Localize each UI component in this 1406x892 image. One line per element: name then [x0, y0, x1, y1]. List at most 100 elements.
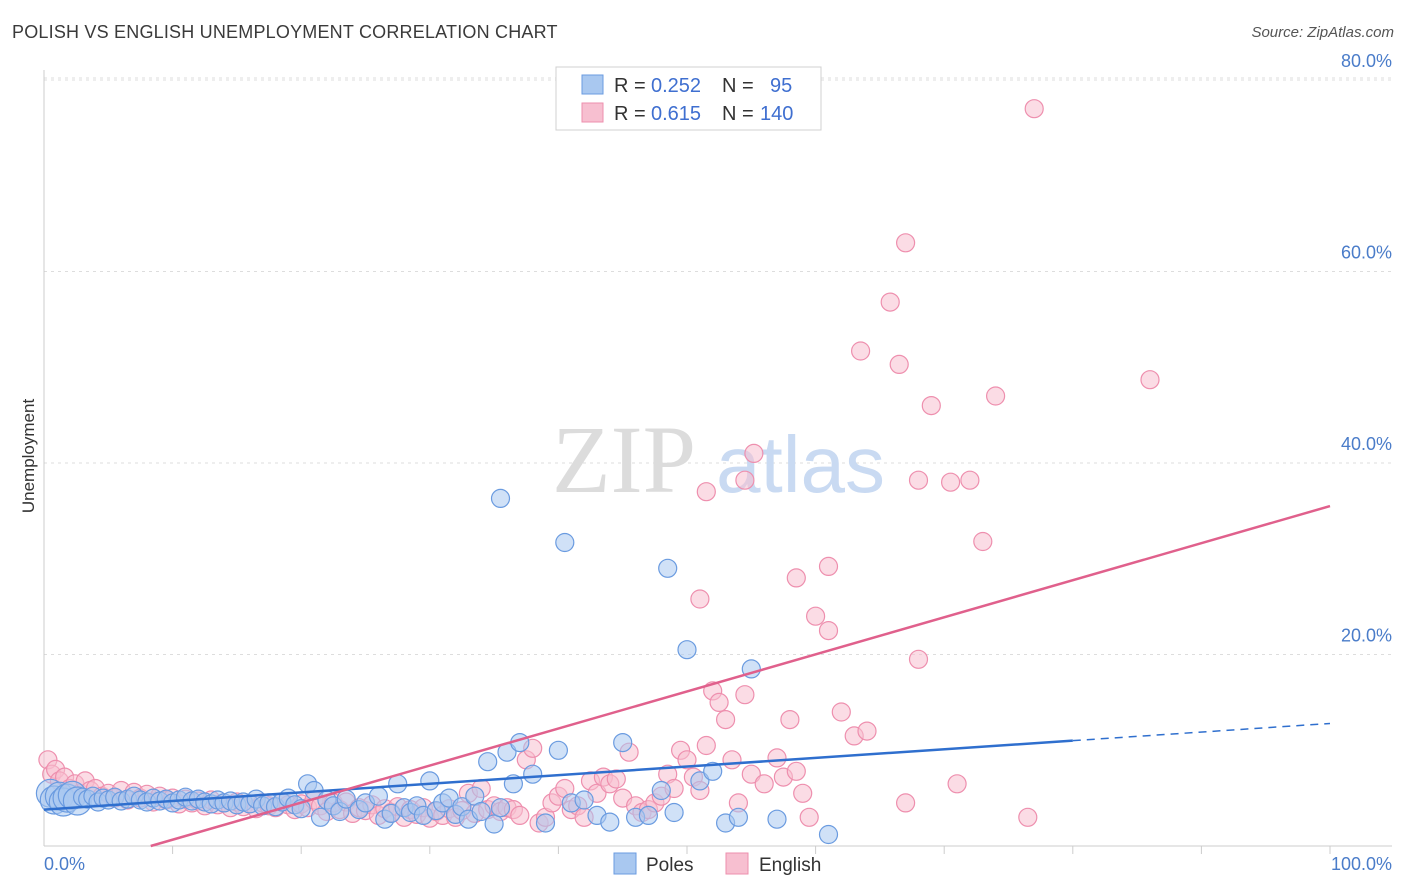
data-point: [703, 761, 723, 781]
watermark-atlas: atlas: [716, 420, 885, 509]
trend-line-english: [150, 504, 1331, 848]
y-tick-label: 20.0%: [1341, 626, 1392, 646]
data-point: [818, 824, 839, 845]
data-point: [690, 589, 710, 609]
data-point: [548, 740, 569, 760]
data-point: [638, 805, 659, 826]
data-point: [744, 443, 764, 463]
data-point: [510, 805, 530, 826]
data-point: [677, 640, 697, 660]
series-legend-label-poles: Poles: [646, 855, 694, 876]
data-point: [793, 783, 813, 803]
stats-r-value-english: 0.615: [651, 103, 701, 125]
data-point: [850, 341, 871, 361]
data-point: [696, 735, 716, 756]
data-point: [677, 750, 697, 770]
data-point: [735, 685, 755, 705]
data-point: [523, 764, 543, 784]
watermark-zip: ZIP: [552, 406, 696, 513]
data-point: [664, 802, 684, 823]
stats-n-value-english: 140: [760, 103, 793, 125]
data-point: [471, 801, 491, 822]
data-point: [921, 396, 941, 416]
y-tick-labels: 20.0% 40.0% 60.0% 80.0%: [1341, 51, 1392, 646]
trend-line-poles-extension: [1072, 722, 1331, 742]
data-point: [940, 472, 961, 492]
stats-r-label-poles: R =: [614, 75, 646, 97]
data-point: [484, 814, 504, 834]
data-point: [908, 649, 929, 669]
data-point: [889, 354, 909, 374]
data-point: [880, 292, 900, 312]
data-point: [831, 702, 851, 722]
series-legend-label-english: English: [759, 855, 821, 876]
y-axis-title: Unemployment: [19, 399, 38, 514]
data-point: [574, 790, 594, 810]
data-point: [728, 807, 749, 827]
series-legend-swatch-english: [725, 852, 749, 875]
data-point: [715, 709, 736, 730]
series-legend-swatch-poles: [613, 852, 637, 875]
data-point: [780, 709, 800, 730]
data-point: [960, 470, 980, 490]
data-point: [690, 771, 710, 791]
data-point: [908, 470, 929, 490]
data-point: [606, 769, 626, 789]
poles-points: [35, 488, 839, 845]
data-point: [985, 386, 1006, 406]
axes: [43, 70, 1392, 847]
data-point: [535, 813, 556, 833]
data-point: [1018, 807, 1038, 827]
data-point: [973, 531, 993, 552]
x-tick-label-min: 0.0%: [44, 854, 85, 874]
data-point: [857, 721, 877, 741]
data-point: [947, 774, 967, 794]
data-point: [1024, 99, 1044, 119]
data-point: [490, 798, 511, 818]
x-tick-label-max: 100.0%: [1331, 854, 1392, 874]
y-tick-label: 60.0%: [1341, 243, 1392, 263]
trend-line-poles: [43, 739, 1073, 811]
data-point: [895, 233, 916, 253]
data-point: [600, 812, 620, 832]
data-point: [555, 532, 575, 553]
stats-legend: R = 0.252 N = 95 R = 0.615 N = 140: [555, 66, 822, 131]
data-point: [1140, 370, 1160, 390]
stats-r-label-english: R =: [614, 103, 646, 125]
data-point: [709, 692, 729, 713]
data-point: [818, 556, 839, 577]
stats-legend-swatch-english: [581, 102, 604, 123]
data-point: [818, 620, 839, 641]
data-point: [696, 482, 716, 502]
stats-legend-swatch-poles: [581, 74, 604, 95]
data-point: [368, 786, 388, 806]
data-point: [478, 752, 498, 772]
chart-title: POLISH VS ENGLISH UNEMPLOYMENT CORRELATI…: [12, 22, 558, 42]
series-legend: Poles English: [613, 852, 821, 876]
stats-n-label-poles: N =: [722, 75, 754, 97]
data-point: [420, 771, 440, 791]
data-point: [799, 807, 819, 827]
trend-lines: [43, 504, 1331, 848]
data-point: [310, 807, 331, 827]
stats-n-value-poles: 95: [770, 75, 792, 97]
data-point: [786, 568, 806, 588]
chart-source: Source: ZipAtlas.com: [1251, 24, 1394, 41]
data-point: [735, 470, 755, 490]
data-point: [651, 780, 671, 801]
data-point: [767, 748, 787, 768]
data-point: [895, 793, 916, 813]
y-tick-label: 80.0%: [1341, 51, 1392, 71]
y-tick-label: 40.0%: [1341, 434, 1392, 454]
data-point: [613, 732, 633, 753]
stats-r-value-poles: 0.252: [651, 75, 701, 97]
data-point: [722, 750, 742, 770]
data-point: [658, 558, 678, 578]
stats-n-label-english: N =: [722, 103, 754, 125]
data-point: [767, 809, 787, 829]
data-point: [754, 774, 774, 794]
data-point: [786, 761, 806, 781]
data-point: [490, 488, 511, 508]
watermark: ZIP atlas: [552, 406, 885, 513]
